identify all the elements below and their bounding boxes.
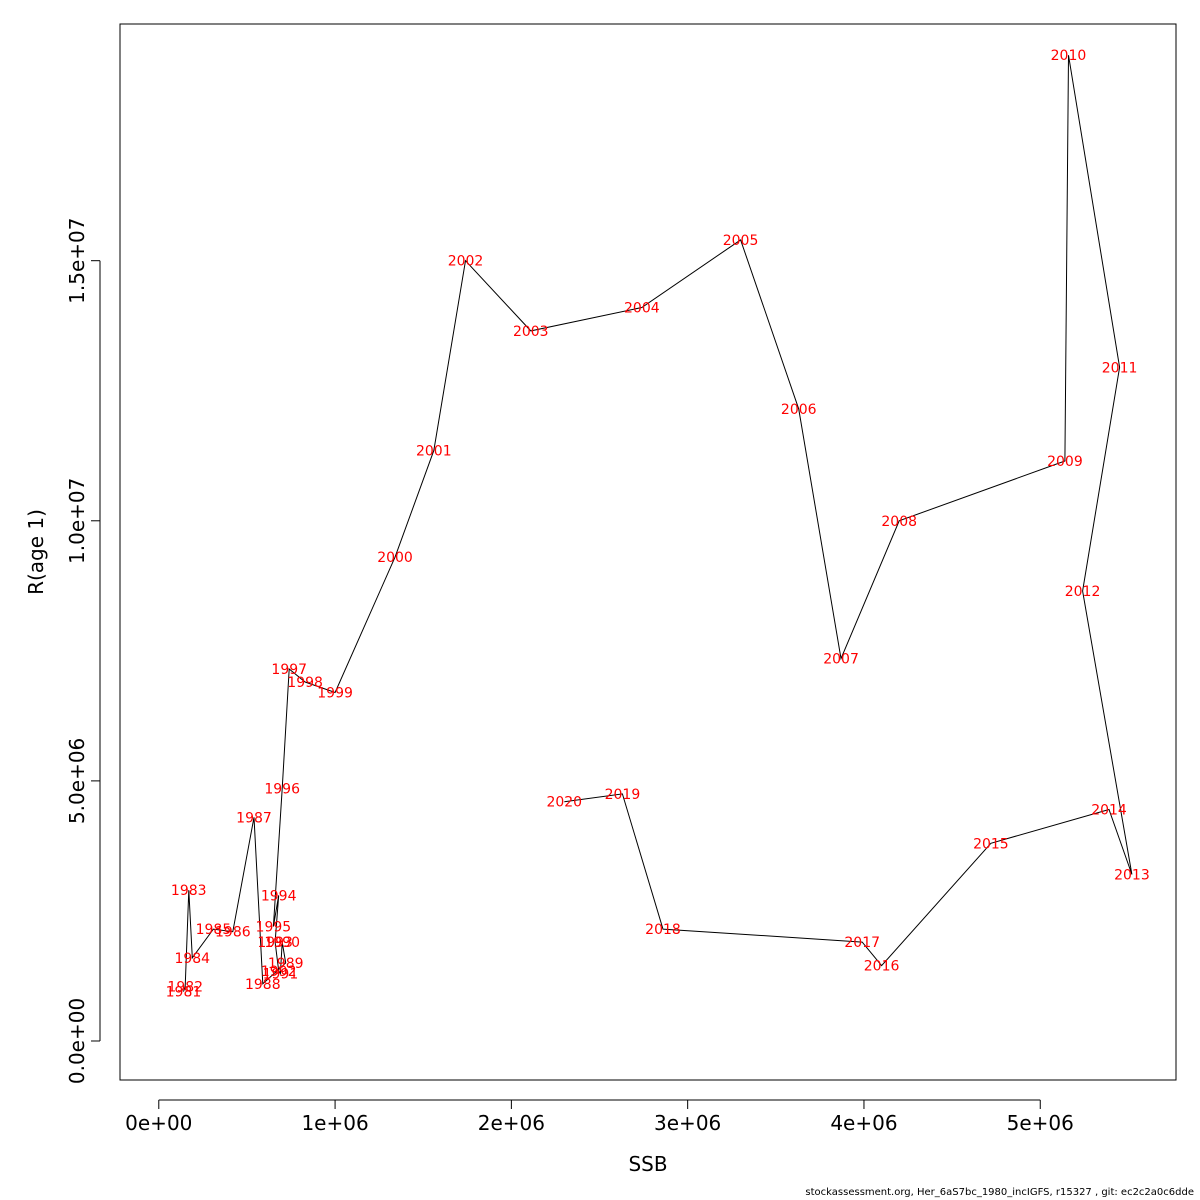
year-label: 2010: [1051, 48, 1087, 64]
y-tick-label: 1.5e+07: [65, 218, 89, 304]
year-label: 1997: [271, 662, 307, 678]
year-label: 2001: [416, 444, 452, 460]
year-label: 1999: [317, 685, 353, 701]
x-axis-title: SSB: [628, 1152, 667, 1176]
year-label: 2017: [844, 935, 880, 951]
year-label: 2011: [1102, 360, 1138, 376]
year-label: 2019: [605, 787, 641, 803]
year-label: 1989: [268, 956, 304, 972]
plot-area-box: [119, 23, 1177, 1081]
year-label: 2020: [546, 795, 582, 811]
footer-credit: stockassessment.org, Her_6aS7bc_1980_inc…: [805, 1187, 1194, 1198]
year-label: 1994: [261, 888, 297, 904]
year-label: 1985: [196, 922, 232, 938]
year-label: 2007: [823, 652, 859, 668]
year-label: 1983: [171, 883, 207, 899]
year-label: 2004: [624, 301, 660, 317]
x-axis: 0e+00 1e+06 2e+06 3e+06 4e+06 5e+06: [125, 1099, 1074, 1135]
year-label: 2013: [1114, 868, 1150, 884]
year-label: 2014: [1091, 802, 1127, 818]
x-tick-label: 4e+06: [830, 1111, 897, 1135]
year-label: 2002: [448, 254, 484, 270]
year-label: 2005: [723, 233, 759, 249]
y-tick-label: 0.0e+00: [65, 998, 89, 1084]
year-label: 1986: [215, 925, 251, 941]
y-tick-label: 5.0e+06: [65, 738, 89, 824]
year-label: 1998: [287, 675, 323, 691]
year-label: 2012: [1065, 584, 1101, 600]
year-label: 2009: [1047, 454, 1083, 470]
year-label: 1981: [166, 985, 202, 1001]
year-label: 1987: [236, 810, 272, 826]
year-label: 1996: [264, 782, 300, 798]
year-labels: 1981198219831984198519861987198819891990…: [166, 48, 1150, 1000]
year-label: 2016: [864, 959, 900, 975]
x-tick-label: 1e+06: [301, 1111, 368, 1135]
x-tick-label: 0e+00: [125, 1111, 192, 1135]
year-label: 2000: [377, 550, 413, 566]
year-label: 1984: [174, 951, 210, 967]
year-label: 1995: [256, 920, 292, 936]
year-label: 2003: [513, 324, 549, 340]
x-tick-label: 3e+06: [654, 1111, 721, 1135]
year-label: 1988: [245, 977, 281, 993]
year-label: 2015: [973, 836, 1009, 852]
year-label: 2018: [645, 922, 681, 938]
year-label: 1992: [261, 964, 297, 980]
y-axis: 0.0e+00 5.0e+06 1.0e+07 1.5e+07: [65, 218, 101, 1084]
y-tick-label: 1.0e+07: [65, 478, 89, 564]
y-axis-title: R(age 1): [24, 509, 48, 595]
year-label: 1991: [263, 966, 299, 982]
year-label: 1993: [257, 935, 293, 951]
year-label: 2008: [881, 514, 917, 530]
year-label: 1982: [167, 979, 203, 995]
trajectory-line: [183, 55, 1133, 992]
x-tick-label: 5e+06: [1007, 1111, 1074, 1135]
year-label: 1990: [264, 935, 300, 951]
year-label: 2006: [781, 402, 817, 418]
x-tick-label: 2e+06: [478, 1111, 545, 1135]
